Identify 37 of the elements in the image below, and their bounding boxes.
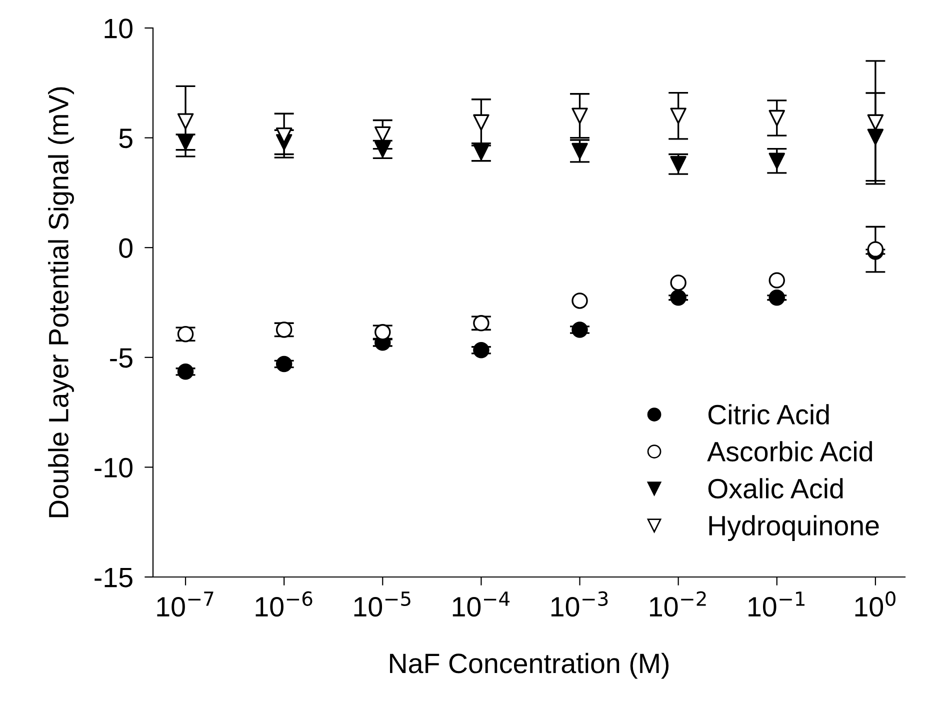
- legend-label: Ascorbic Acid: [707, 441, 872, 462]
- y-tick-label: 5: [119, 128, 132, 148]
- point: [768, 110, 785, 126]
- y-axis-title: Double Layer Potential Signal (mV): [48, 87, 74, 518]
- x-tick-label: 10$^{−4}$: [452, 592, 510, 617]
- point: [768, 272, 785, 288]
- point: [867, 128, 884, 146]
- point: [572, 142, 588, 160]
- point: [670, 290, 686, 306]
- y-tick-label: -5: [110, 348, 132, 368]
- x-axis-title: NaF Concentration (M): [390, 652, 669, 679]
- x-tick-label: 10$^{−1}$: [748, 592, 804, 617]
- point: [276, 356, 292, 372]
- x-tick-label: 10$^{−5}$: [354, 592, 410, 617]
- point: [177, 364, 194, 380]
- point: [768, 152, 785, 169]
- x-tick-label: 10$^{−2}$: [650, 591, 706, 617]
- point: [473, 114, 490, 131]
- y-tick-label: 0: [119, 238, 132, 258]
- point: [572, 108, 588, 124]
- legend-label: Citric Acid: [708, 404, 829, 425]
- x-tick-label: 10$^{−6}$: [256, 591, 312, 617]
- point: [177, 113, 194, 130]
- point: [670, 108, 686, 124]
- point: [572, 322, 588, 338]
- x-tick-label: 10$^{−3}$: [551, 591, 608, 617]
- legend-label: Oxalic Acid: [708, 478, 843, 499]
- point: [473, 342, 490, 358]
- y-tick-label: 10: [104, 18, 132, 38]
- y-tick-label: -10: [94, 458, 132, 478]
- point: [867, 114, 884, 131]
- legend-label: Hydroquinone: [709, 515, 879, 542]
- x-tick-label: 10$^{0}$: [855, 591, 896, 617]
- point: [572, 292, 588, 309]
- point: [768, 290, 785, 306]
- y-tick-label: -15: [94, 568, 132, 588]
- x-tick-label: 10$^{−7}$: [157, 592, 214, 617]
